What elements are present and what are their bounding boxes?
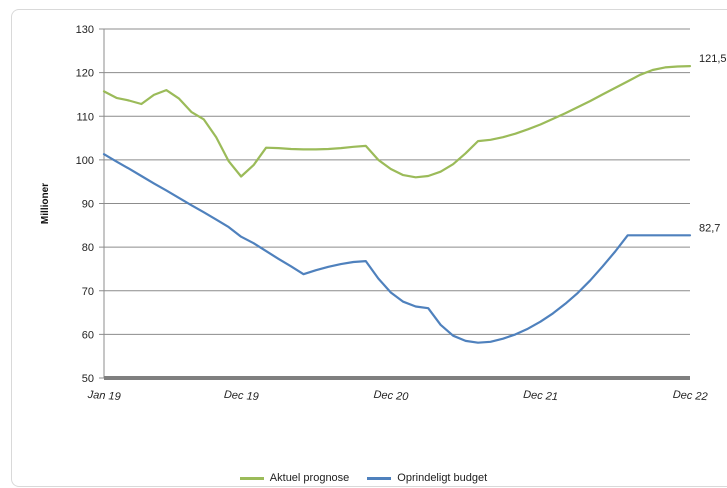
legend: Aktuel prognose Oprindeligt budget <box>0 470 727 486</box>
legend-swatch-aktuel-prognose <box>239 476 264 480</box>
y-tick-label: 70 <box>82 286 94 298</box>
y-tick-label: 110 <box>76 111 94 123</box>
y-axis: 130 120 110 100 90 80 70 60 50 <box>76 24 105 385</box>
x-tick-label: Dec 19 <box>224 389 260 403</box>
legend-swatch-oprindeligt-budget <box>367 476 392 480</box>
y-tick-label: 120 <box>76 68 94 80</box>
x-tick-label: Dec 20 <box>373 389 409 403</box>
end-label-aktuel-prognose: 121,5 <box>699 53 727 65</box>
y-tick-label: 60 <box>82 329 94 341</box>
x-axis: Jan 19 Dec 19 Dec 20 Dec 21 Dec 22 <box>86 376 708 403</box>
x-tick-label: Dec 22 <box>672 389 708 403</box>
series-line-aktuel-prognose <box>102 65 692 179</box>
legend-label-aktuel-prognose: Aktuel prognose <box>269 472 350 484</box>
y-axis-label: Millioner <box>40 183 51 224</box>
line-chart: 130 120 110 100 90 80 70 60 50 Jan 19 Dec 19 Dec 2… <box>40 24 727 403</box>
y-tick-label: 100 <box>76 155 94 167</box>
x-tick-label: Dec 21 <box>523 389 559 403</box>
end-label-oprindeligt-budget: 82,7 <box>699 222 720 234</box>
y-tick-label: 50 <box>82 373 94 385</box>
legend-item-aktuel-prognose: Aktuel prognose <box>239 472 350 484</box>
legend-item-oprindeligt-budget: Oprindeligt budget <box>367 472 487 484</box>
series-lines: 121,5 82,7 <box>102 53 727 344</box>
gridlines <box>104 28 690 335</box>
series-line-oprindeligt-budget <box>102 153 692 344</box>
x-tick-label: Jan 19 <box>86 389 121 403</box>
legend-label-oprindeligt-budget: Oprindeligt budget <box>397 472 488 484</box>
chart-frame <box>11 9 727 487</box>
y-tick-label: 80 <box>82 242 94 254</box>
y-tick-label: 130 <box>76 24 94 36</box>
y-tick-label: 90 <box>82 199 94 211</box>
